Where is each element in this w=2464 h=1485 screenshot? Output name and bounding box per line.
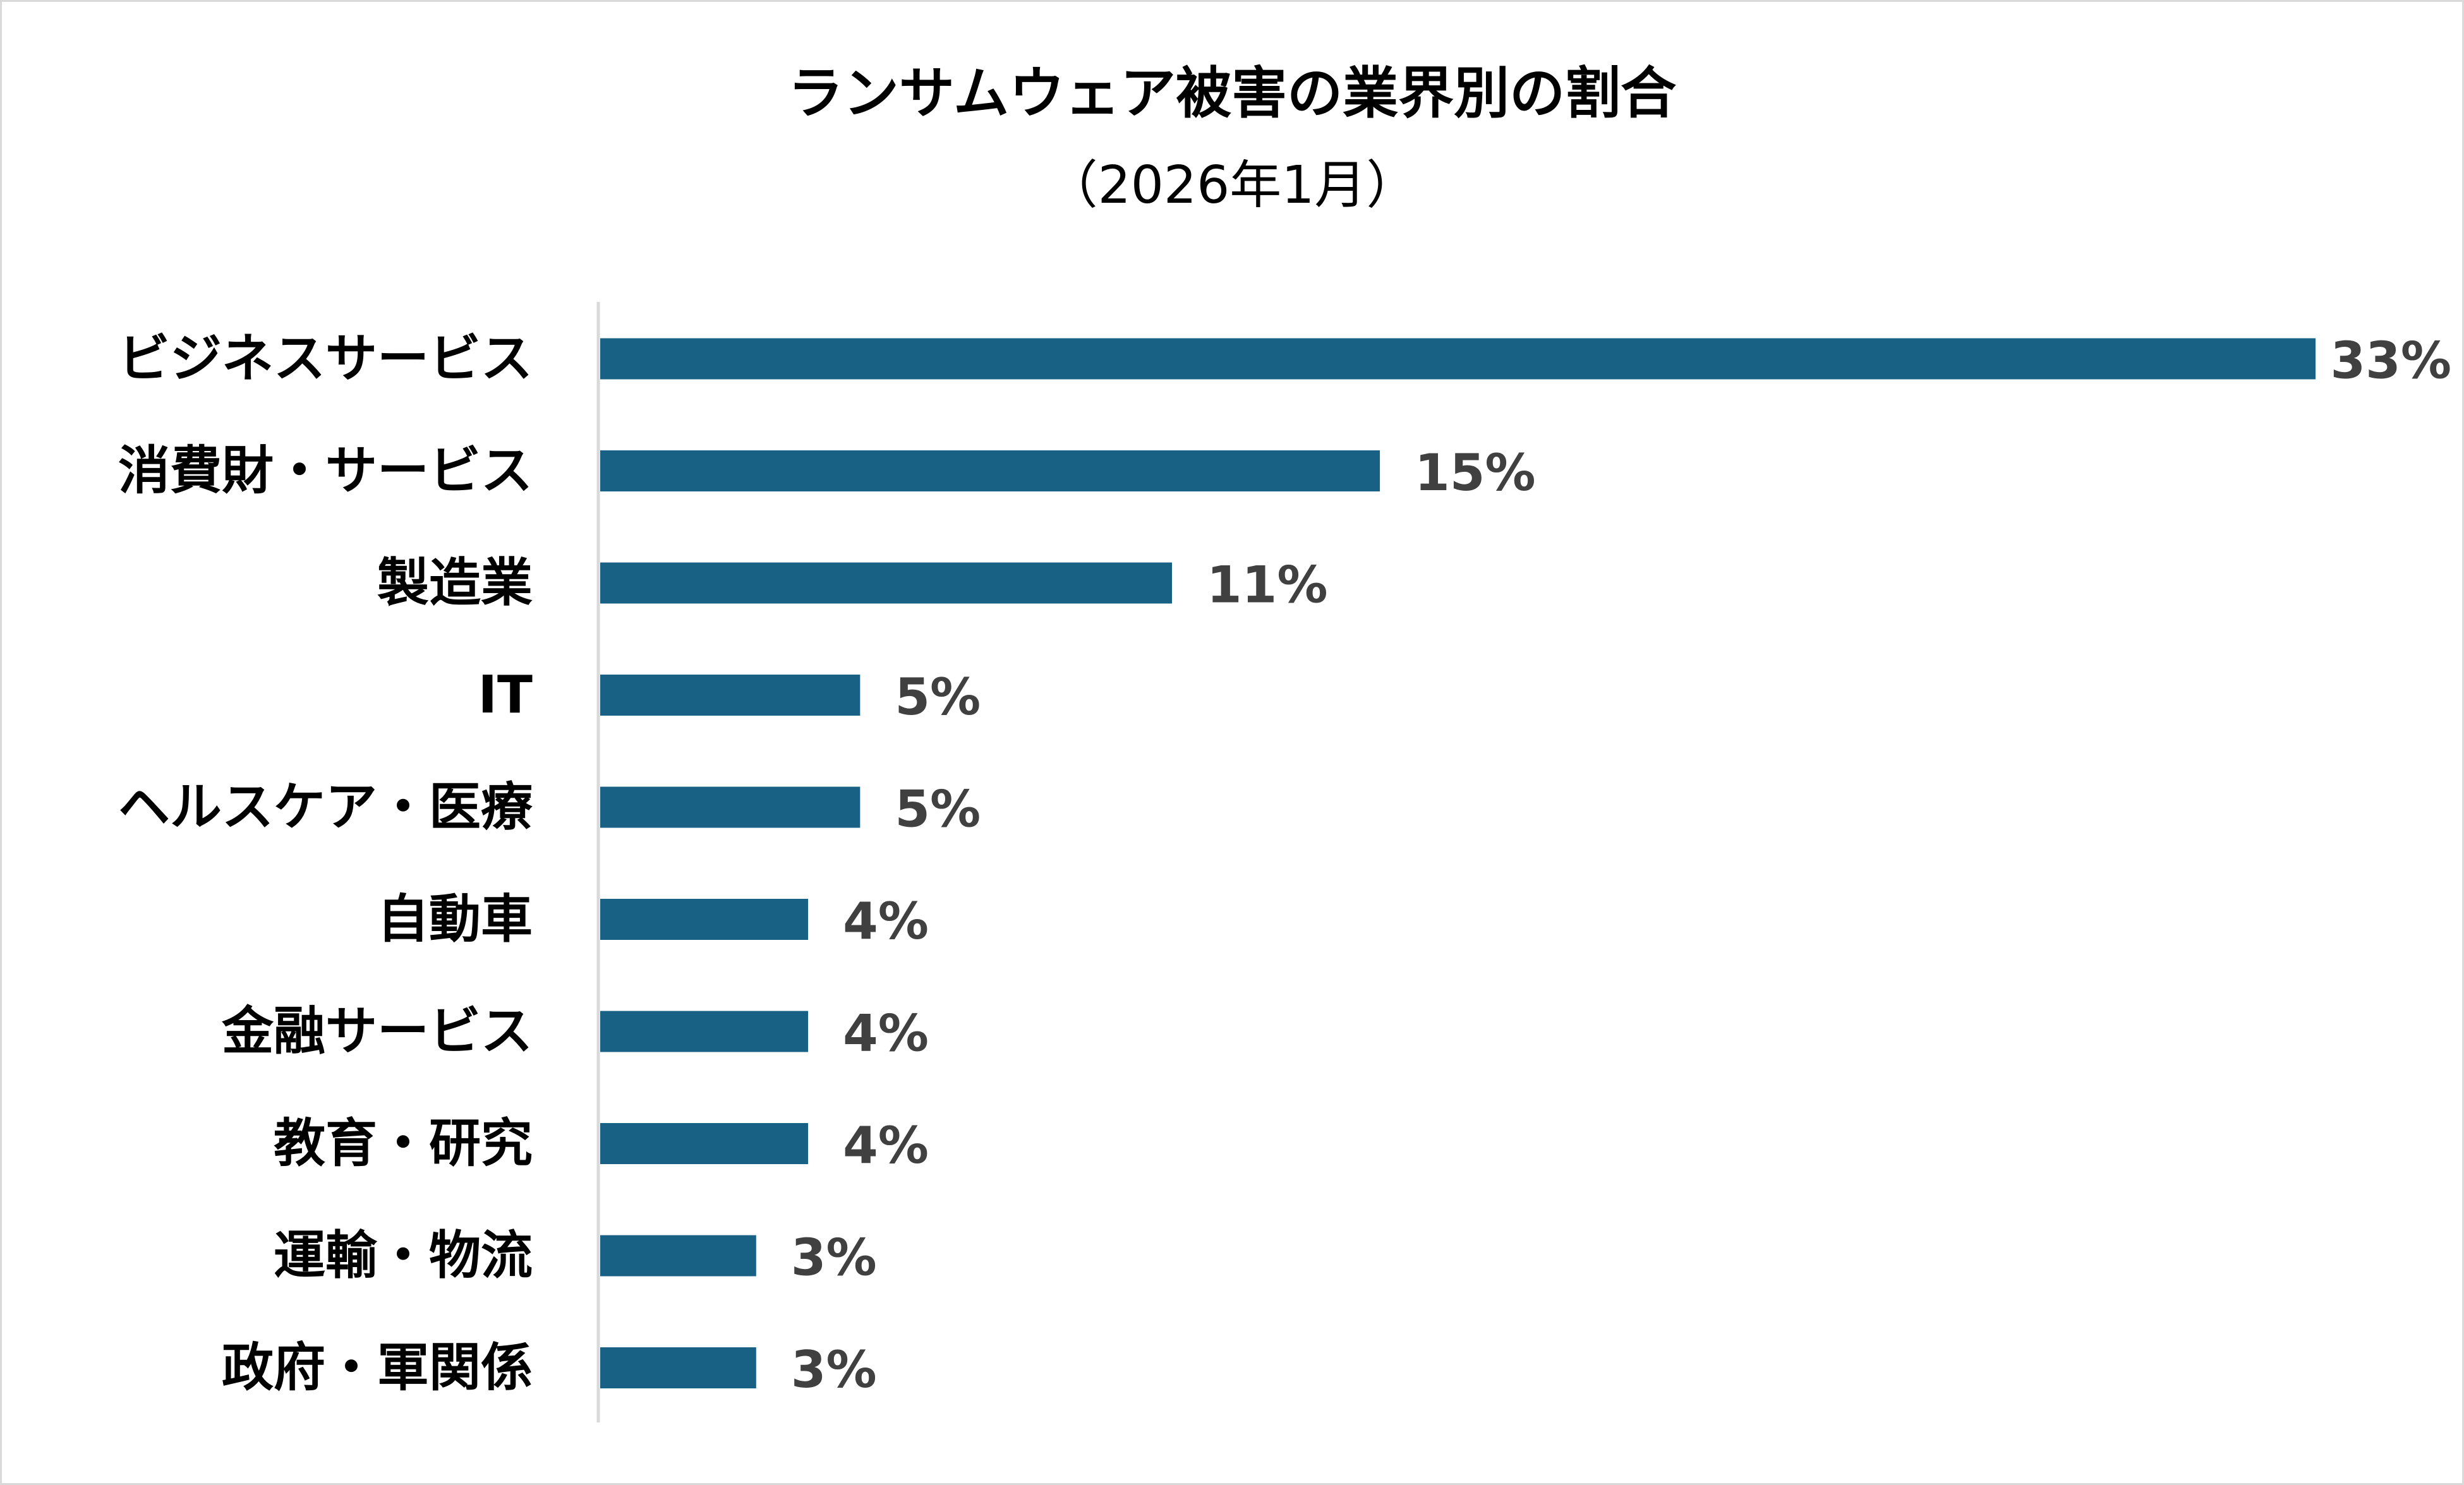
value-label-8: 3%: [791, 1229, 877, 1287]
value-label-1: 15%: [1415, 443, 1535, 502]
bars-group: ビジネスサービス 33% 消費財・サービス 15% 製造業 11% IT 5% ヘルスケア・医療…: [118, 329, 2451, 1400]
bar-2: [600, 562, 1172, 604]
bar-0: [600, 338, 2316, 380]
bar-3: [600, 675, 861, 716]
category-label-3: IT: [478, 665, 533, 725]
bar-1: [600, 450, 1380, 491]
chart-subtitle: （2026年1月）: [1046, 155, 1418, 215]
category-label-7: 教育・研究: [274, 1114, 533, 1174]
bar-7: [600, 1123, 809, 1164]
category-label-6: 金融サービス: [221, 1002, 533, 1062]
value-label-6: 4%: [843, 1004, 929, 1063]
bar-6: [600, 1011, 809, 1052]
category-label-5: 自動車: [377, 889, 533, 949]
value-label-3: 5%: [895, 668, 981, 726]
category-label-0: ビジネスサービス: [118, 329, 533, 389]
value-label-7: 4%: [843, 1116, 929, 1175]
value-label-9: 3%: [791, 1340, 877, 1399]
bar-9: [600, 1347, 756, 1388]
value-label-0: 33%: [2331, 332, 2451, 390]
chart-title: ランサムウェア被害の業界別の割合: [787, 61, 1677, 126]
bar-5: [600, 899, 809, 940]
category-label-9: 政府・軍関係: [222, 1338, 533, 1398]
category-label-4: ヘルスケア・医療: [118, 778, 533, 838]
value-label-5: 4%: [843, 892, 929, 951]
category-label-8: 運輸・物流: [274, 1226, 533, 1286]
bar-4: [600, 786, 861, 828]
category-label-2: 製造業: [377, 553, 533, 613]
value-label-4: 5%: [895, 780, 981, 839]
value-label-2: 11%: [1207, 556, 1327, 615]
bar-8: [600, 1235, 756, 1277]
category-label-1: 消費財・サービス: [118, 441, 533, 501]
